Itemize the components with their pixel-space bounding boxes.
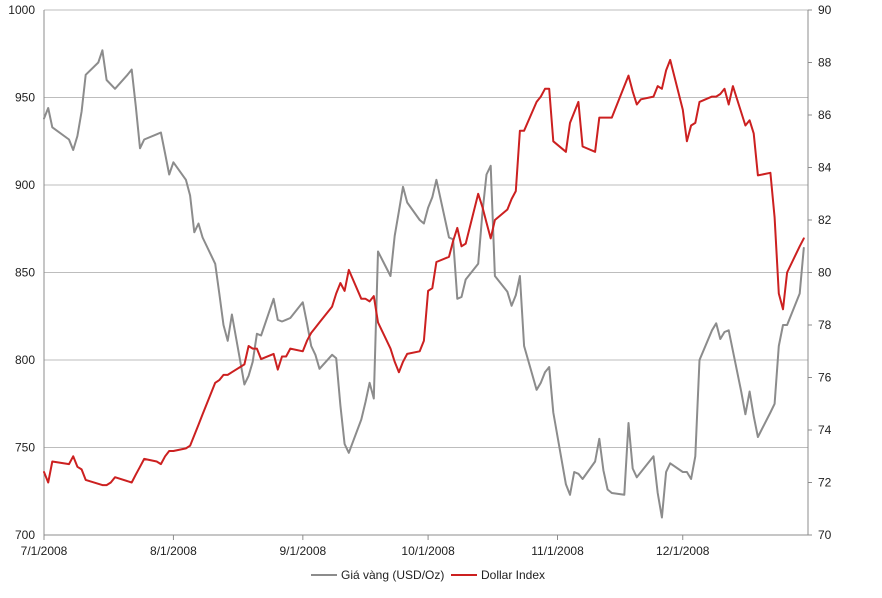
dollar-index-line: [43, 58, 805, 487]
x-tick-label: 8/1/2008: [150, 544, 197, 558]
right-y-tick-label: 72: [818, 476, 832, 490]
right-y-tick-label: 70: [818, 528, 832, 542]
tick-labels: 700 750 800 850 900 950 1000 70 72 74 76 78 80 82 84 86…: [8, 3, 831, 558]
x-tick-label: 11/1/2008: [531, 544, 584, 558]
left-y-tick-label: 950: [15, 91, 35, 105]
x-tick-label: 12/1/2008: [656, 544, 710, 558]
x-tick-label: 9/1/2008: [279, 544, 326, 558]
left-y-tick-label: 850: [15, 266, 35, 280]
gold-price-line: [43, 49, 805, 519]
right-y-tick-label: 88: [818, 56, 832, 70]
right-y-tick-label: 86: [818, 108, 832, 122]
horizontal-gridlines: [44, 9, 808, 448]
left-y-tick-label: 1000: [8, 3, 35, 17]
left-y-tick-label: 900: [15, 178, 35, 192]
left-y-tick-label: 700: [15, 528, 35, 542]
legend-label-dollar: Dollar Index: [481, 568, 545, 582]
legend-label-gold: Giá vàng (USD/Oz): [341, 568, 444, 582]
series-lines: [43, 49, 805, 519]
chart-legend: Giá vàng (USD/Oz) Dollar Index: [311, 568, 545, 582]
left-y-tick-label: 800: [15, 353, 35, 367]
right-y-tick-label: 84: [818, 161, 832, 175]
right-y-tick-label: 76: [818, 371, 832, 385]
right-y-tick-label: 90: [818, 3, 832, 17]
right-y-tick-label: 80: [818, 266, 832, 280]
right-y-tick-label: 82: [818, 213, 832, 227]
right-y-tick-label: 78: [818, 318, 832, 332]
x-tick-label: 10/1/2008: [401, 544, 455, 558]
right-y-tick-label: 74: [818, 423, 832, 437]
x-tick-label: 7/1/2008: [21, 544, 68, 558]
axes: [43, 9, 812, 540]
left-y-tick-label: 750: [15, 441, 35, 455]
